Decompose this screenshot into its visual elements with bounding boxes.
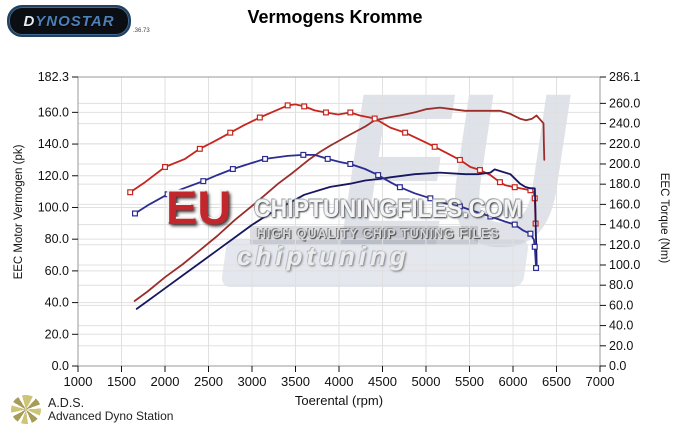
svg-text:3500: 3500 [281, 374, 310, 389]
svg-text:160.0: 160.0 [609, 197, 640, 211]
svg-text:4000: 4000 [325, 374, 354, 389]
svg-text:2500: 2500 [194, 374, 223, 389]
svg-text:1000: 1000 [64, 374, 93, 389]
svg-text:220.0: 220.0 [609, 137, 640, 151]
svg-text:240.0: 240.0 [609, 117, 640, 131]
svg-text:80.0: 80.0 [45, 232, 69, 246]
svg-text:80.0: 80.0 [609, 278, 633, 292]
svg-text:182.3: 182.3 [38, 70, 69, 84]
dynostar-logo: DYNOSTAR [7, 5, 131, 37]
svg-text:5000: 5000 [412, 374, 441, 389]
svg-text:60.0: 60.0 [609, 298, 633, 312]
svg-text:20.0: 20.0 [45, 327, 69, 341]
svg-text:160.0: 160.0 [38, 105, 69, 119]
ads-logo-icon [11, 395, 41, 424]
svg-text:4500: 4500 [368, 374, 397, 389]
svg-text:0.0: 0.0 [52, 359, 69, 373]
ads-abbreviation: A.D.S. [48, 396, 85, 410]
svg-text:260.0: 260.0 [609, 96, 640, 110]
svg-text:0.0: 0.0 [609, 359, 626, 373]
svg-text:1500: 1500 [107, 374, 136, 389]
svg-text:100.0: 100.0 [609, 258, 640, 272]
page-title: Vermogens Kromme [247, 7, 423, 27]
svg-text:7000: 7000 [586, 374, 615, 389]
svg-text:100.0: 100.0 [38, 200, 69, 214]
svg-text:60.0: 60.0 [45, 264, 69, 278]
svg-text:6000: 6000 [499, 374, 528, 389]
dynostar-logo-initial: D [23, 12, 36, 30]
svg-text:40.0: 40.0 [45, 296, 69, 310]
svg-text:140.0: 140.0 [609, 218, 640, 232]
svg-text:2000: 2000 [151, 374, 180, 389]
dynostar-logo-suffix: .36.73 [133, 28, 150, 34]
svg-text:6500: 6500 [542, 374, 571, 389]
svg-text:5500: 5500 [455, 374, 484, 389]
svg-text:3000: 3000 [238, 374, 267, 389]
svg-text:286.1: 286.1 [609, 70, 640, 84]
svg-text:40.0: 40.0 [609, 319, 633, 333]
svg-text:200.0: 200.0 [609, 157, 640, 171]
dynostar-logo-text: YNOSTAR [35, 12, 115, 30]
svg-text:20.0: 20.0 [609, 339, 633, 353]
svg-text:140.0: 140.0 [38, 137, 69, 151]
svg-text:120.0: 120.0 [38, 169, 69, 183]
x-axis-label: Toerental (rpm) [294, 393, 384, 408]
ads-full-name: Advanced Dyno Station [48, 409, 174, 423]
svg-text:180.0: 180.0 [609, 177, 640, 191]
svg-text:120.0: 120.0 [609, 238, 640, 252]
